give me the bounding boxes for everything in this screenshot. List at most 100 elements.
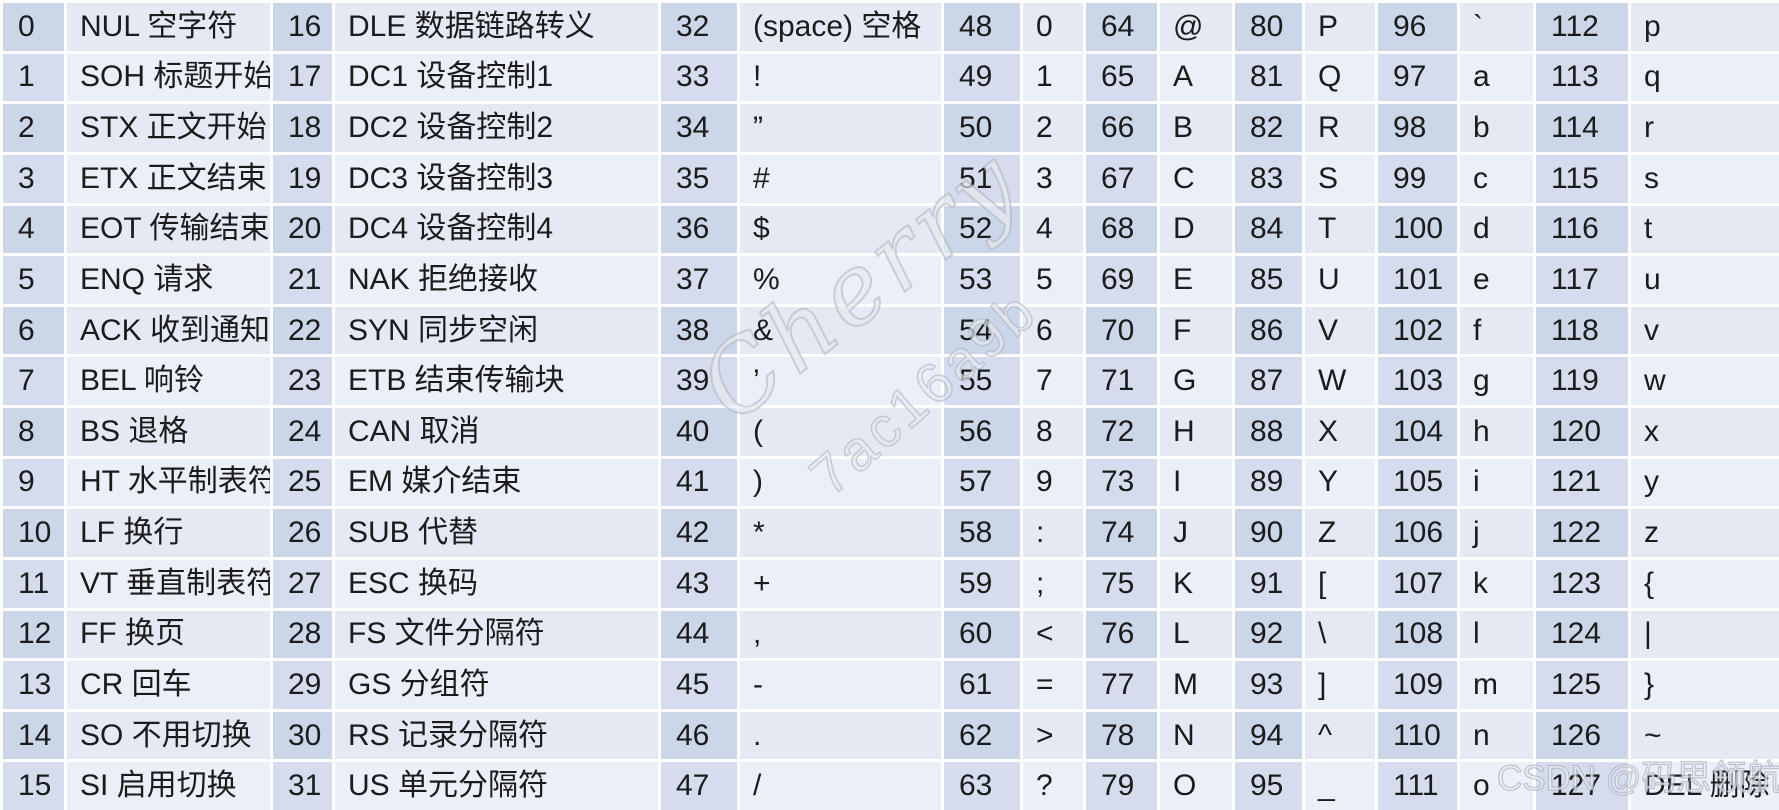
ascii-code-cell: 27	[273, 559, 332, 608]
ascii-code-cell: 40	[661, 408, 737, 456]
ascii-char-cell: X	[1305, 408, 1375, 456]
ascii-char-cell: <	[1023, 610, 1083, 659]
ascii-code-cell: 44	[661, 610, 737, 659]
ascii-code-cell: 108	[1378, 610, 1457, 659]
ascii-char-cell: o	[1460, 762, 1533, 810]
ascii-char-cell: V	[1305, 306, 1375, 355]
ascii-code-cell: 107	[1378, 559, 1457, 608]
ascii-code-cell: 51	[944, 154, 1020, 203]
ascii-code-cell: 36	[661, 205, 737, 254]
ascii-code-cell: 23	[273, 357, 332, 405]
ascii-code-cell: 4	[3, 205, 64, 254]
ascii-char-cell: {	[1631, 559, 1779, 608]
ascii-char-cell: a	[1460, 53, 1533, 102]
ascii-char-cell: CR 回车	[67, 661, 270, 709]
ascii-char-cell: j	[1460, 509, 1533, 557]
ascii-char-cell: HT 水平制表符	[67, 458, 270, 507]
ascii-char-cell: L	[1160, 610, 1232, 659]
ascii-code-cell: 96	[1378, 3, 1457, 51]
ascii-char-cell: ?	[1023, 762, 1083, 810]
ascii-code-cell: 33	[661, 53, 737, 102]
ascii-code-cell: 9	[3, 458, 64, 507]
ascii-code-cell: 61	[944, 661, 1020, 709]
ascii-char-cell: H	[1160, 408, 1232, 456]
ascii-char-cell: w	[1631, 357, 1779, 405]
ascii-char-cell: M	[1160, 661, 1232, 709]
ascii-code-cell: 30	[273, 711, 332, 760]
ascii-code-cell: 13	[3, 661, 64, 709]
ascii-char-cell: @	[1160, 3, 1232, 51]
ascii-char-cell: g	[1460, 357, 1533, 405]
ascii-char-cell: i	[1460, 458, 1533, 507]
ascii-code-cell: 63	[944, 762, 1020, 810]
ascii-code-cell: 29	[273, 661, 332, 709]
ascii-char-cell: l	[1460, 610, 1533, 659]
ascii-code-cell: 82	[1235, 104, 1302, 152]
ascii-code-cell: 109	[1378, 661, 1457, 709]
ascii-char-cell: FF 换页	[67, 610, 270, 659]
ascii-char-cell: =	[1023, 661, 1083, 709]
ascii-code-cell: 5	[3, 256, 64, 304]
ascii-char-cell: A	[1160, 53, 1232, 102]
ascii-char-cell: SOH 标题开始	[67, 53, 270, 102]
ascii-char-cell: m	[1460, 661, 1533, 709]
ascii-code-cell: 66	[1086, 104, 1157, 152]
ascii-char-cell: [	[1305, 559, 1375, 608]
ascii-code-cell: 105	[1378, 458, 1457, 507]
ascii-char-cell: DC2 设备控制2	[335, 104, 658, 152]
ascii-char-cell: *	[740, 509, 941, 557]
ascii-char-cell: Q	[1305, 53, 1375, 102]
ascii-char-cell: G	[1160, 357, 1232, 405]
ascii-char-cell: SI 启用切换	[67, 762, 270, 810]
ascii-code-cell: 116	[1536, 205, 1628, 254]
ascii-code-cell: 115	[1536, 154, 1628, 203]
ascii-char-cell: N	[1160, 711, 1232, 760]
ascii-code-cell: 12	[3, 610, 64, 659]
ascii-char-cell: &	[740, 306, 941, 355]
ascii-char-cell: :	[1023, 509, 1083, 557]
ascii-char-cell: 0	[1023, 3, 1083, 51]
ascii-char-cell: 1	[1023, 53, 1083, 102]
ascii-char-cell: C	[1160, 154, 1232, 203]
ascii-char-cell: 7	[1023, 357, 1083, 405]
ascii-code-cell: 48	[944, 3, 1020, 51]
ascii-code-cell: 98	[1378, 104, 1457, 152]
ascii-code-cell: 93	[1235, 661, 1302, 709]
ascii-code-cell: 54	[944, 306, 1020, 355]
ascii-char-cell: 3	[1023, 154, 1083, 203]
ascii-code-cell: 113	[1536, 53, 1628, 102]
ascii-code-cell: 0	[3, 3, 64, 51]
ascii-code-cell: 99	[1378, 154, 1457, 203]
ascii-char-cell: c	[1460, 154, 1533, 203]
ascii-char-cell: ,	[740, 610, 941, 659]
ascii-char-cell: Y	[1305, 458, 1375, 507]
ascii-char-cell: ]	[1305, 661, 1375, 709]
ascii-char-cell: e	[1460, 256, 1533, 304]
ascii-char-cell: BEL 响铃	[67, 357, 270, 405]
ascii-char-cell: (	[740, 408, 941, 456]
ascii-code-cell: 15	[3, 762, 64, 810]
ascii-char-cell: T	[1305, 205, 1375, 254]
ascii-char-cell: GS 分组符	[335, 661, 658, 709]
ascii-code-cell: 126	[1536, 711, 1628, 760]
ascii-code-cell: 86	[1235, 306, 1302, 355]
ascii-code-cell: 111	[1378, 762, 1457, 810]
ascii-char-cell: J	[1160, 509, 1232, 557]
ascii-char-cell: .	[740, 711, 941, 760]
ascii-char-cell: 9	[1023, 458, 1083, 507]
ascii-code-cell: 38	[661, 306, 737, 355]
ascii-char-cell: ACK 收到通知	[67, 306, 270, 355]
ascii-char-cell: U	[1305, 256, 1375, 304]
ascii-code-cell: 46	[661, 711, 737, 760]
ascii-char-cell: DLE 数据链路转义	[335, 3, 658, 51]
ascii-char-cell: |	[1631, 610, 1779, 659]
ascii-char-cell: b	[1460, 104, 1533, 152]
ascii-char-cell: p	[1631, 3, 1779, 51]
ascii-char-cell: y	[1631, 458, 1779, 507]
ascii-code-cell: 28	[273, 610, 332, 659]
ascii-char-cell: )	[740, 458, 941, 507]
ascii-code-cell: 88	[1235, 408, 1302, 456]
ascii-char-cell: D	[1160, 205, 1232, 254]
ascii-char-cell: NUL 空字符	[67, 3, 270, 51]
ascii-char-cell: SYN 同步空闲	[335, 306, 658, 355]
